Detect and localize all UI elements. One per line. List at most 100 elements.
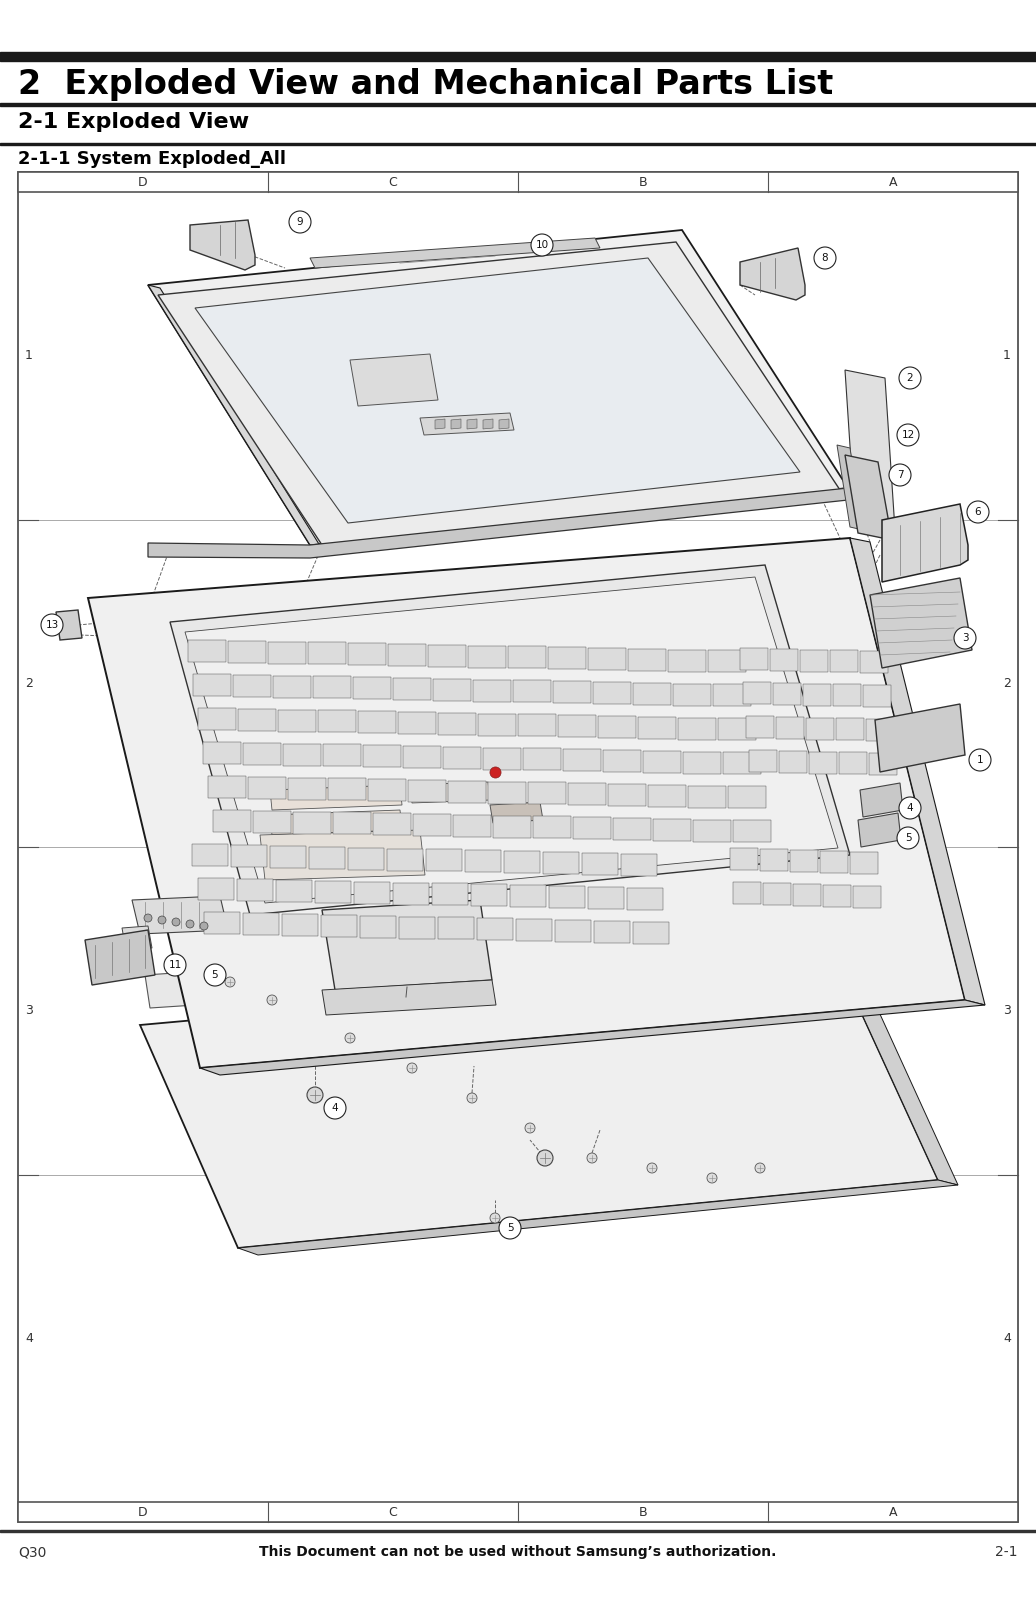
Polygon shape <box>148 285 322 549</box>
Polygon shape <box>628 650 666 670</box>
Text: C: C <box>388 1506 398 1518</box>
Polygon shape <box>315 880 351 902</box>
Polygon shape <box>148 488 880 558</box>
Polygon shape <box>270 810 402 835</box>
Polygon shape <box>322 979 496 1014</box>
Circle shape <box>707 1173 717 1182</box>
Polygon shape <box>746 717 774 738</box>
Polygon shape <box>313 677 351 698</box>
Polygon shape <box>435 419 445 429</box>
Circle shape <box>144 914 152 922</box>
Polygon shape <box>678 717 716 739</box>
Bar <box>0 51 1036 61</box>
Polygon shape <box>268 642 306 664</box>
Polygon shape <box>140 962 938 1248</box>
Polygon shape <box>276 880 312 902</box>
Polygon shape <box>683 752 721 774</box>
Polygon shape <box>760 850 788 870</box>
Bar <box>18 171 1018 192</box>
Polygon shape <box>358 710 396 733</box>
Circle shape <box>204 963 226 986</box>
Polygon shape <box>403 746 441 768</box>
Polygon shape <box>568 784 606 805</box>
Polygon shape <box>582 853 618 875</box>
Circle shape <box>159 915 166 925</box>
Polygon shape <box>809 752 837 774</box>
Polygon shape <box>408 781 447 802</box>
Polygon shape <box>195 258 800 523</box>
Polygon shape <box>483 747 521 770</box>
Text: 7: 7 <box>897 470 903 480</box>
Polygon shape <box>198 707 236 730</box>
Polygon shape <box>387 848 423 870</box>
Circle shape <box>41 614 63 635</box>
Polygon shape <box>233 675 271 698</box>
Text: 2-1-1 System Exploded_All: 2-1-1 System Exploded_All <box>18 150 286 168</box>
Text: 1: 1 <box>25 349 33 362</box>
Polygon shape <box>398 712 436 734</box>
Circle shape <box>172 918 180 926</box>
Text: 4: 4 <box>25 1331 33 1344</box>
Polygon shape <box>483 419 493 429</box>
Polygon shape <box>845 454 892 541</box>
Polygon shape <box>850 851 877 874</box>
Polygon shape <box>499 419 509 429</box>
Polygon shape <box>428 645 466 667</box>
Text: 3: 3 <box>25 1005 33 1018</box>
Polygon shape <box>274 675 311 698</box>
Polygon shape <box>523 749 562 770</box>
Polygon shape <box>733 821 771 842</box>
Polygon shape <box>132 896 228 934</box>
Polygon shape <box>293 811 330 834</box>
Polygon shape <box>718 718 756 741</box>
Polygon shape <box>563 749 601 771</box>
Polygon shape <box>192 845 228 866</box>
Polygon shape <box>593 682 631 704</box>
Bar <box>18 171 1018 192</box>
Circle shape <box>814 246 836 269</box>
Polygon shape <box>170 565 850 915</box>
Polygon shape <box>388 643 426 666</box>
Polygon shape <box>790 850 818 872</box>
Text: 2: 2 <box>906 373 914 382</box>
Circle shape <box>186 920 194 928</box>
Text: C: C <box>388 176 398 189</box>
Circle shape <box>324 1098 346 1118</box>
Polygon shape <box>354 882 390 904</box>
Circle shape <box>897 424 919 446</box>
Text: 10: 10 <box>536 240 549 250</box>
Text: 9: 9 <box>296 218 304 227</box>
Polygon shape <box>185 578 838 902</box>
Text: 6: 6 <box>975 507 981 517</box>
Polygon shape <box>688 786 726 808</box>
Polygon shape <box>373 813 411 835</box>
Text: 5: 5 <box>904 834 912 843</box>
Text: 4: 4 <box>906 803 914 813</box>
Polygon shape <box>393 678 431 701</box>
Polygon shape <box>467 419 477 429</box>
Polygon shape <box>471 885 507 906</box>
Polygon shape <box>870 578 972 669</box>
Polygon shape <box>543 853 579 874</box>
Polygon shape <box>368 779 406 802</box>
Polygon shape <box>238 1181 958 1254</box>
Polygon shape <box>648 784 686 806</box>
Polygon shape <box>85 930 155 986</box>
Polygon shape <box>837 445 863 530</box>
Text: 2: 2 <box>1003 677 1011 690</box>
Polygon shape <box>283 744 321 766</box>
Polygon shape <box>513 680 551 702</box>
Polygon shape <box>553 682 591 704</box>
Polygon shape <box>858 813 901 846</box>
Polygon shape <box>148 230 848 546</box>
Polygon shape <box>793 883 821 906</box>
Polygon shape <box>806 717 834 739</box>
Polygon shape <box>613 818 651 840</box>
Text: 2-1: 2-1 <box>996 1546 1018 1558</box>
Polygon shape <box>350 354 438 406</box>
Polygon shape <box>850 538 985 1005</box>
Polygon shape <box>308 642 346 664</box>
Polygon shape <box>193 674 231 696</box>
Polygon shape <box>243 914 279 934</box>
Polygon shape <box>882 504 968 582</box>
